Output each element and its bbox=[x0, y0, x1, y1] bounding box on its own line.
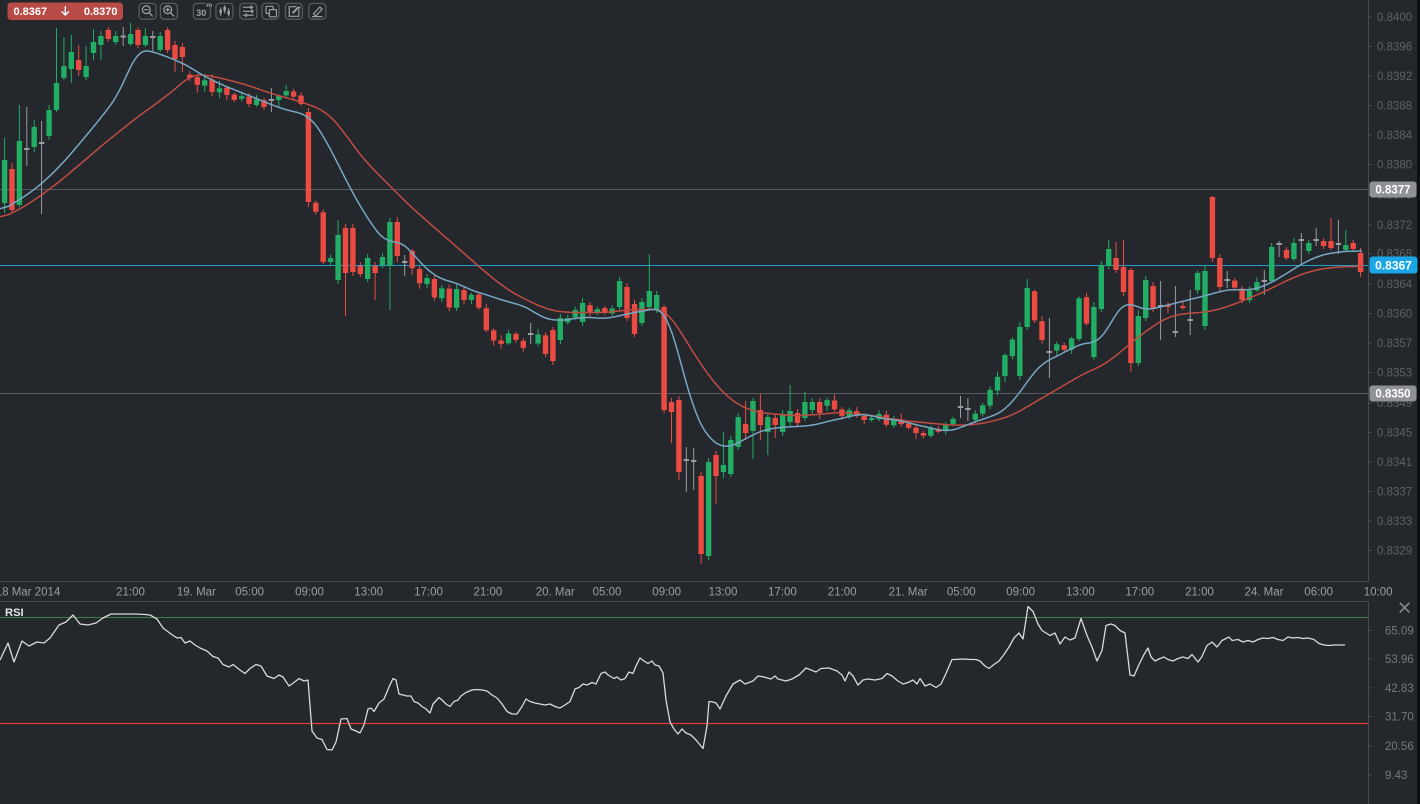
svg-text:31.70: 31.70 bbox=[1385, 712, 1414, 724]
svg-text:42.83: 42.83 bbox=[1385, 683, 1414, 695]
svg-text:53.96: 53.96 bbox=[1385, 654, 1414, 666]
svg-text:09:00: 09:00 bbox=[1006, 587, 1035, 599]
svg-text:0.8392: 0.8392 bbox=[1377, 71, 1412, 83]
svg-text:20.56: 20.56 bbox=[1385, 741, 1414, 753]
svg-text:0.8341: 0.8341 bbox=[1377, 457, 1412, 469]
svg-text:18 Mar 2014: 18 Mar 2014 bbox=[0, 587, 61, 599]
svg-text:0.8396: 0.8396 bbox=[1377, 42, 1412, 54]
svg-text:13:00: 13:00 bbox=[709, 587, 738, 599]
svg-text:09:00: 09:00 bbox=[295, 587, 324, 599]
svg-text:21. Mar: 21. Mar bbox=[889, 587, 928, 599]
svg-text:0.8350: 0.8350 bbox=[1375, 389, 1410, 401]
svg-text:0.8388: 0.8388 bbox=[1377, 101, 1412, 113]
svg-text:21:00: 21:00 bbox=[474, 587, 503, 599]
svg-text:20. Mar: 20. Mar bbox=[536, 587, 575, 599]
svg-text:0.8370: 0.8370 bbox=[84, 6, 118, 18]
svg-text:13:00: 13:00 bbox=[354, 587, 383, 599]
svg-text:17:00: 17:00 bbox=[414, 587, 443, 599]
svg-text:0.8357: 0.8357 bbox=[1377, 338, 1412, 350]
svg-text:0.8337: 0.8337 bbox=[1377, 487, 1412, 499]
svg-text:05:00: 05:00 bbox=[947, 587, 976, 599]
svg-text:0.8367: 0.8367 bbox=[1375, 259, 1412, 273]
svg-text:0.8377: 0.8377 bbox=[1375, 185, 1410, 197]
svg-text:0.8329: 0.8329 bbox=[1377, 546, 1412, 558]
svg-text:0.8384: 0.8384 bbox=[1377, 130, 1413, 142]
svg-text:0.8372: 0.8372 bbox=[1377, 220, 1412, 232]
svg-text:0.8360: 0.8360 bbox=[1377, 309, 1412, 321]
svg-text:05:00: 05:00 bbox=[593, 587, 622, 599]
svg-text:13:00: 13:00 bbox=[1066, 587, 1095, 599]
svg-text:0.8367: 0.8367 bbox=[14, 6, 48, 18]
svg-text:17:00: 17:00 bbox=[1125, 587, 1154, 599]
svg-text:09:00: 09:00 bbox=[652, 587, 681, 599]
svg-text:05:00: 05:00 bbox=[235, 587, 264, 599]
svg-text:65.09: 65.09 bbox=[1385, 625, 1414, 637]
svg-text:10:00: 10:00 bbox=[1364, 587, 1393, 599]
svg-text:0.8400: 0.8400 bbox=[1377, 12, 1412, 24]
svg-text:24. Mar: 24. Mar bbox=[1245, 587, 1284, 599]
svg-text:0.8345: 0.8345 bbox=[1377, 428, 1412, 440]
svg-text:21:00: 21:00 bbox=[828, 587, 857, 599]
svg-text:RSI: RSI bbox=[5, 607, 24, 619]
svg-text:17:00: 17:00 bbox=[768, 587, 797, 599]
svg-text:m: m bbox=[206, 2, 212, 9]
svg-text:0.8364: 0.8364 bbox=[1377, 279, 1413, 291]
svg-text:0.8380: 0.8380 bbox=[1377, 160, 1412, 172]
svg-text:21:00: 21:00 bbox=[1185, 587, 1214, 599]
svg-text:0.8333: 0.8333 bbox=[1377, 516, 1412, 528]
svg-text:06:00: 06:00 bbox=[1304, 587, 1333, 599]
svg-text:21:00: 21:00 bbox=[116, 587, 145, 599]
svg-text:0.8353: 0.8353 bbox=[1377, 368, 1412, 380]
svg-text:19. Mar: 19. Mar bbox=[177, 587, 216, 599]
svg-text:30: 30 bbox=[196, 8, 206, 18]
svg-text:9.43: 9.43 bbox=[1385, 770, 1407, 782]
